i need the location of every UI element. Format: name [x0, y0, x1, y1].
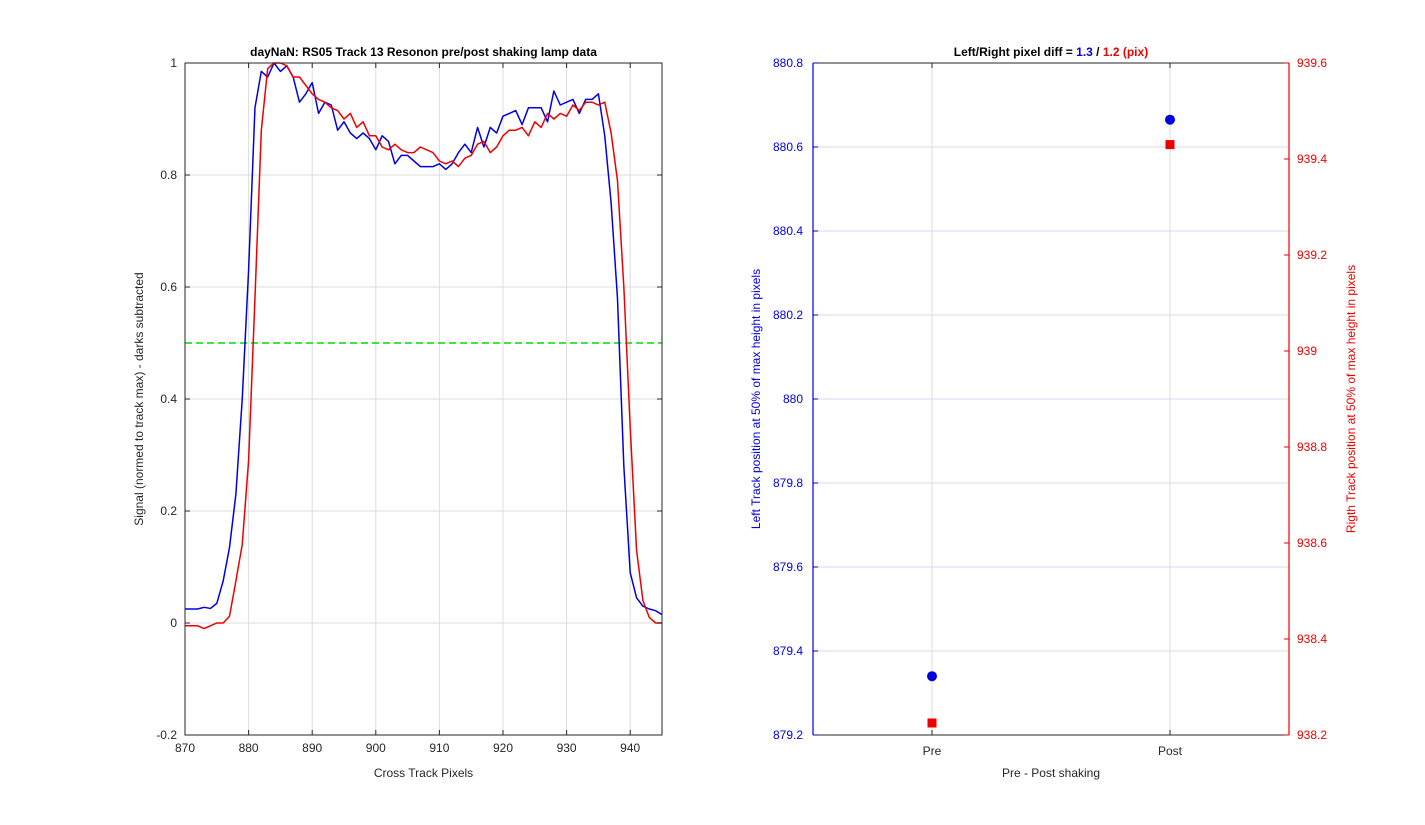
left-y-tick-label: 880.8 [773, 56, 803, 70]
y-tick-label: 0.8 [160, 168, 177, 182]
left-y-tick-label: 879.2 [773, 728, 803, 742]
right-y-axis-label: Rigth Track position at 50% of max heigh… [1344, 265, 1358, 533]
left-chart-grid [185, 63, 662, 735]
y-tick-label: -0.2 [156, 728, 177, 742]
left-chart-ylabel: Signal (normed to track max) - darks sub… [132, 272, 146, 525]
left-y-tick-label: 880.6 [773, 140, 803, 154]
right-chart-ticks: Pre Post 879.2 879.4 879.6 879.8 880 880.2 880.4… [773, 56, 1327, 758]
right-y-tick-label: 938.4 [1297, 632, 1327, 646]
y-tick-label: 0.2 [160, 504, 177, 518]
left-y-tick-label: 880.4 [773, 224, 803, 238]
category-label: Pre [923, 744, 942, 758]
left-y-tick-label: 880.2 [773, 308, 803, 322]
category-label: Post [1158, 744, 1183, 758]
x-tick-label: 920 [493, 741, 513, 755]
y-tick-label: 0.4 [160, 392, 177, 406]
title-part: Left/Right pixel diff = [954, 45, 1076, 59]
left-chart-xlabel: Cross Track Pixels [374, 766, 473, 780]
x-tick-label: 880 [239, 741, 259, 755]
left-track-point [927, 671, 937, 682]
x-tick-label: 930 [557, 741, 577, 755]
right-chart-series [927, 114, 1175, 728]
right-y-tick-label: 938.6 [1297, 536, 1327, 550]
left-chart-title: dayNaN: RS05 Track 13 Resonon pre/post s… [250, 45, 597, 59]
right-chart-xlabel: Pre - Post shaking [1002, 766, 1100, 780]
left-chart-series [185, 62, 663, 630]
x-tick-label: 910 [429, 741, 449, 755]
x-tick-label: 890 [302, 741, 322, 755]
left-track-point [1165, 114, 1175, 125]
y-tick-label: 1 [170, 56, 177, 70]
right-y-tick-label: 938.8 [1297, 440, 1327, 454]
title-right-diff: 1.2 (pix) [1103, 45, 1148, 59]
right-chart-title: Left/Right pixel diff = 1.3 / 1.2 (pix) [954, 45, 1148, 59]
left-y-tick-label: 879.8 [773, 476, 803, 490]
right-y-tick-label: 938.2 [1297, 728, 1327, 742]
right-y-tick-label: 939.2 [1297, 248, 1327, 262]
y-tick-label: 0 [170, 616, 177, 630]
right-track-point [1165, 140, 1175, 150]
right-y-tick-label: 939 [1297, 344, 1317, 358]
left-y-tick-label: 879.4 [773, 644, 803, 658]
left-y-tick-label: 880 [783, 392, 803, 406]
right-chart-grid [813, 63, 1289, 735]
post-shaking-line [185, 62, 662, 630]
left-chart-ticks: 870 880 890 900 910 920 930 940 -0.2 0 0.2 0.4 0.6 0.… [156, 56, 662, 755]
right-y-tick-label: 939.4 [1297, 152, 1327, 166]
right-track-point [927, 718, 937, 728]
left-y-axis-label: Left Track position at 50% of max height… [749, 269, 763, 529]
title-left-diff: 1.3 [1076, 45, 1093, 59]
x-tick-label: 870 [175, 741, 195, 755]
signal-profile-chart: 870 880 890 900 910 920 930 940 -0.2 0 0.2 0.4 0.6 0.… [132, 45, 663, 780]
left-y-tick-label: 879.6 [773, 560, 803, 574]
x-tick-label: 900 [366, 741, 386, 755]
y-tick-label: 0.6 [160, 280, 177, 294]
x-tick-label: 940 [620, 741, 640, 755]
title-part: / [1093, 45, 1103, 59]
track-position-chart: Pre Post 879.2 879.4 879.6 879.8 880 880.2 880.4… [749, 45, 1358, 780]
right-y-tick-label: 939.6 [1297, 56, 1327, 70]
